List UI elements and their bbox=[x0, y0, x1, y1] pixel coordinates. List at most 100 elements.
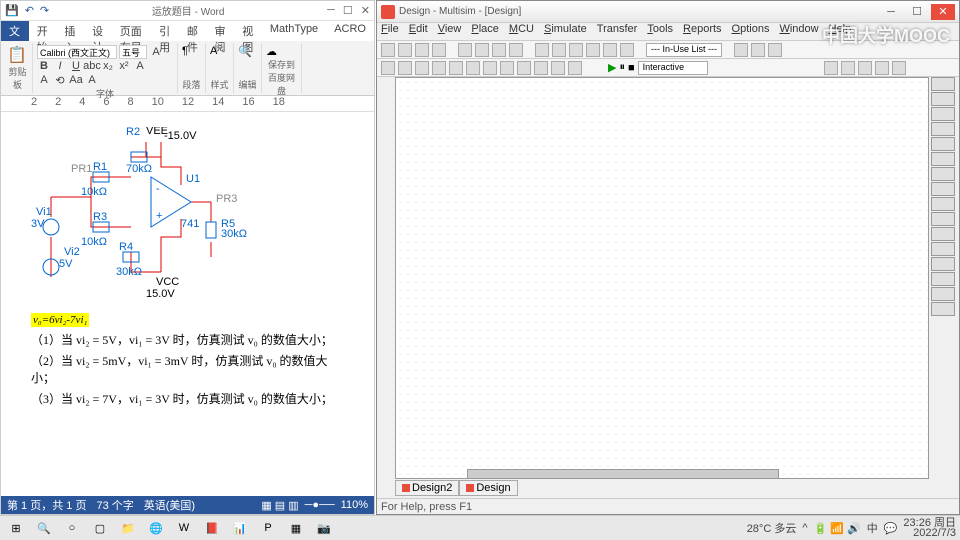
close-icon[interactable]: ✕ bbox=[361, 4, 370, 17]
tb-x1-icon[interactable] bbox=[734, 43, 748, 57]
tb2-e-icon[interactable] bbox=[449, 61, 463, 75]
tb2-i-icon[interactable] bbox=[517, 61, 531, 75]
inst-4-icon[interactable] bbox=[931, 122, 955, 136]
tb-cut-icon[interactable] bbox=[458, 43, 472, 57]
ms-close-icon[interactable]: ✕ bbox=[931, 4, 955, 20]
inst-8-icon[interactable] bbox=[931, 182, 955, 196]
tb-print-icon[interactable] bbox=[432, 43, 446, 57]
highlight-icon[interactable]: A bbox=[133, 59, 147, 73]
tb-comp4-icon[interactable] bbox=[586, 43, 600, 57]
tb2-g-icon[interactable] bbox=[483, 61, 497, 75]
tab-file[interactable]: 文件 bbox=[1, 21, 29, 41]
h-scrollbar[interactable] bbox=[467, 469, 779, 479]
menu-transfer[interactable]: Transfer bbox=[597, 23, 638, 40]
menu-edit[interactable]: Edit bbox=[409, 23, 428, 40]
zoom-level[interactable]: 110% bbox=[341, 499, 368, 512]
app1-icon[interactable]: 📊 bbox=[228, 518, 252, 538]
document-area[interactable]: R270kΩ R110kΩ R310kΩ R430kΩ R530kΩ U1741… bbox=[1, 112, 374, 512]
strike-icon[interactable]: abc bbox=[85, 59, 99, 73]
tab-review[interactable]: 审阅 bbox=[207, 21, 235, 41]
zoom-slider[interactable]: ─●── bbox=[305, 499, 335, 512]
run-icon[interactable]: ▶ bbox=[608, 61, 616, 74]
menu-place[interactable]: Place bbox=[471, 23, 499, 40]
ms-min-icon[interactable]: ─ bbox=[879, 4, 903, 20]
search-icon[interactable]: 🔍 bbox=[32, 518, 56, 538]
menu-mcu[interactable]: MCU bbox=[509, 23, 534, 40]
tab-home[interactable]: 开始 bbox=[29, 21, 57, 41]
tab-view[interactable]: 视图 bbox=[234, 21, 262, 41]
find-icon[interactable]: 🔍 bbox=[238, 45, 257, 58]
pause-icon[interactable]: ⏸ bbox=[619, 61, 625, 74]
tb2-l-icon[interactable] bbox=[568, 61, 582, 75]
start-button[interactable]: ⊞ bbox=[4, 518, 28, 538]
save-icon[interactable]: 💾 bbox=[5, 4, 19, 17]
inst-6-icon[interactable] bbox=[931, 152, 955, 166]
clock[interactable]: 23:26 周日2022/7/3 bbox=[903, 518, 956, 538]
tb-x2-icon[interactable] bbox=[751, 43, 765, 57]
notif-icon[interactable]: 💬 bbox=[884, 522, 898, 535]
tab-mail[interactable]: 邮件 bbox=[179, 21, 207, 41]
menu-file[interactable]: File bbox=[381, 23, 399, 40]
qat[interactable]: 💾 ↶ ↷ bbox=[5, 4, 49, 17]
view-icons[interactable]: ▦ ▤ ▥ bbox=[261, 499, 298, 512]
edge-icon[interactable]: 🌐 bbox=[144, 518, 168, 538]
tb-comp1-icon[interactable] bbox=[535, 43, 549, 57]
tb-comp2-icon[interactable] bbox=[552, 43, 566, 57]
undo-icon[interactable]: ↶ bbox=[25, 4, 34, 17]
tb-help-icon[interactable] bbox=[768, 43, 782, 57]
stop-icon[interactable]: ■ bbox=[628, 62, 635, 74]
tb2-f-icon[interactable] bbox=[466, 61, 480, 75]
menu-tools[interactable]: Tools bbox=[647, 23, 673, 40]
pdf-icon[interactable]: 📕 bbox=[200, 518, 224, 538]
ppt-icon[interactable]: P bbox=[256, 518, 280, 538]
tb2-a-icon[interactable] bbox=[381, 61, 395, 75]
maximize-icon[interactable]: ☐ bbox=[343, 4, 353, 17]
clear-icon[interactable]: ⟲ bbox=[53, 73, 67, 87]
tray-icons[interactable]: 🔋 📶 🔊 bbox=[814, 522, 861, 535]
para-icon[interactable]: ¶ bbox=[182, 45, 201, 57]
font-name-select[interactable]: Calibri (西文正文) bbox=[37, 45, 117, 59]
tb-comp6-icon[interactable] bbox=[620, 43, 634, 57]
tb2-h-icon[interactable] bbox=[500, 61, 514, 75]
tb-open-icon[interactable] bbox=[398, 43, 412, 57]
multisim-taskbar-icon[interactable]: ▦ bbox=[284, 518, 308, 538]
minimize-icon[interactable]: ─ bbox=[327, 4, 335, 17]
tab-design[interactable]: Design bbox=[459, 480, 517, 496]
inst-13-icon[interactable] bbox=[931, 257, 955, 271]
tab-layout[interactable]: 页面布局 bbox=[112, 21, 151, 41]
tb-save-icon[interactable] bbox=[415, 43, 429, 57]
cortana-icon[interactable]: ○ bbox=[60, 518, 84, 538]
tb2-p-icon[interactable] bbox=[875, 61, 889, 75]
paste-icon[interactable]: 📋 bbox=[7, 45, 28, 65]
tab-design[interactable]: 设计 bbox=[84, 21, 112, 41]
menu-view[interactable]: View bbox=[438, 23, 462, 40]
ime-indicator[interactable]: 中 bbox=[867, 520, 878, 536]
sub-icon[interactable]: x₂ bbox=[101, 59, 115, 73]
weather-widget[interactable]: 28°C 多云 bbox=[747, 520, 797, 536]
tab-acro[interactable]: ACRO bbox=[326, 21, 374, 41]
inst-14-icon[interactable] bbox=[931, 272, 955, 286]
tb-comp5-icon[interactable] bbox=[603, 43, 617, 57]
tab-mathtype[interactable]: MathType bbox=[262, 21, 326, 41]
ruler[interactable]: 2 2 4 6 8 10 12 14 16 18 bbox=[1, 96, 374, 112]
tb2-c-icon[interactable] bbox=[415, 61, 429, 75]
menu-window[interactable]: Window bbox=[779, 23, 818, 40]
ms-max-icon[interactable]: ☐ bbox=[905, 4, 929, 20]
phonetic-icon[interactable]: Aa bbox=[69, 73, 83, 87]
word-count[interactable]: 73 个字 bbox=[96, 497, 133, 513]
style-icon[interactable]: A bbox=[210, 45, 229, 57]
tab-ref[interactable]: 引用 bbox=[151, 21, 179, 41]
taskview-icon[interactable]: ▢ bbox=[88, 518, 112, 538]
inst-11-icon[interactable] bbox=[931, 227, 955, 241]
bold-icon[interactable]: B bbox=[37, 59, 51, 73]
tab-design2[interactable]: Design2 bbox=[395, 480, 459, 496]
tb2-b-icon[interactable] bbox=[398, 61, 412, 75]
tray-up-icon[interactable]: ^ bbox=[802, 522, 807, 534]
inst-1-icon[interactable] bbox=[931, 77, 955, 91]
tb2-q-icon[interactable] bbox=[892, 61, 906, 75]
tb2-k-icon[interactable] bbox=[551, 61, 565, 75]
color-icon[interactable]: A bbox=[37, 73, 51, 87]
tb2-d-icon[interactable] bbox=[432, 61, 446, 75]
tb-paste-icon[interactable] bbox=[492, 43, 506, 57]
cloud-save-icon[interactable]: ☁ bbox=[266, 45, 297, 58]
